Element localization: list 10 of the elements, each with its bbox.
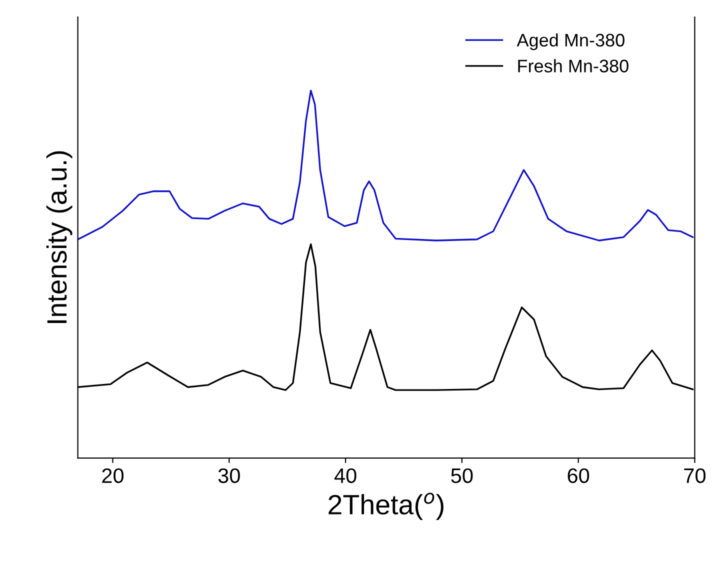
x-tick-label: 40	[334, 468, 356, 484]
x-tick-label: 20	[102, 468, 124, 484]
x-tick-label: 50	[451, 468, 473, 484]
x-tick-label: 30	[218, 468, 240, 484]
legend-label: Fresh Mn-380	[518, 59, 628, 72]
y-axis-title: Intensity (a.u.)	[46, 151, 72, 323]
x-tick-label: 60	[568, 468, 590, 484]
x-tick-label: 70	[684, 468, 706, 484]
x-axis-title: 2Theta($^{o}$)	[328, 492, 444, 520]
legend-label: Aged Mn-380	[516, 33, 624, 50]
